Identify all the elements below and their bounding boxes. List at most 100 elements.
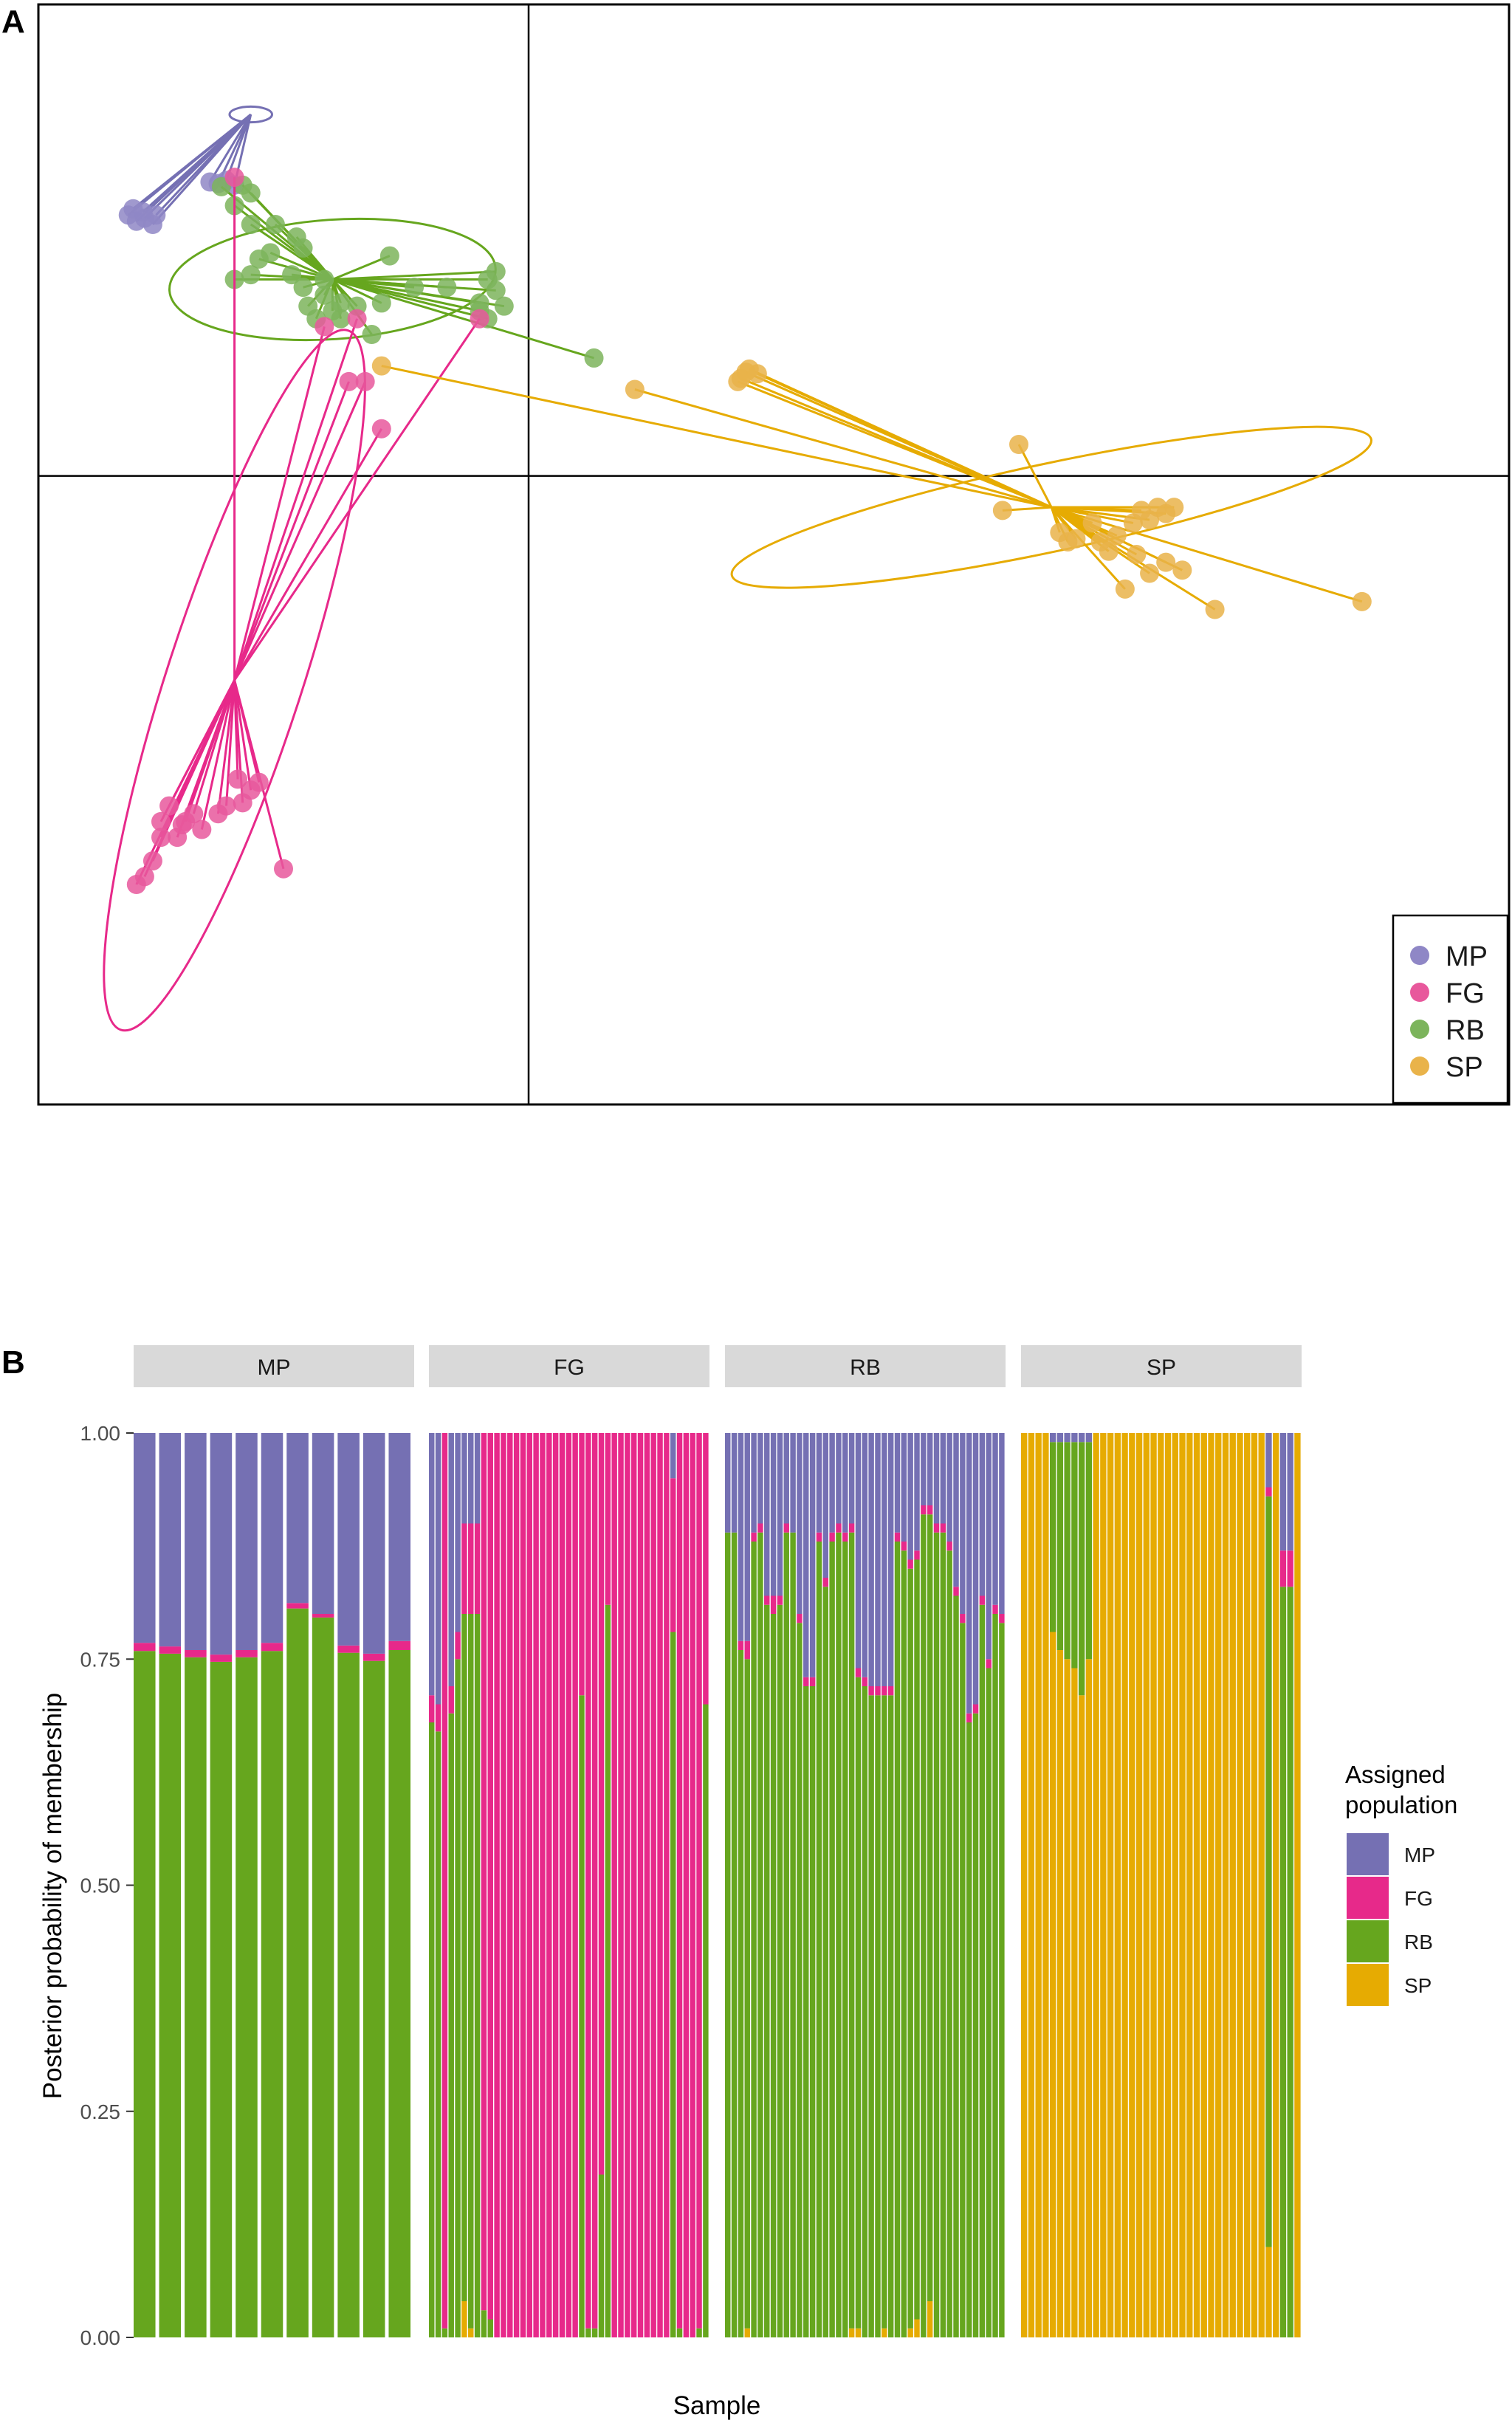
bar-fg-16-fg: [533, 1433, 539, 2337]
bar-fg-8-fg: [481, 1433, 487, 2311]
bar-rb-42-mp: [999, 1433, 1005, 1614]
bar-fg-2-rb: [441, 2328, 448, 2337]
bar-mp-2-fg: [185, 1650, 207, 1657]
bar-rb-35-mp: [953, 1433, 959, 1587]
point-rb-14: [315, 285, 334, 305]
bar-rb-33-rb: [940, 1532, 946, 2337]
bar-sp-34-sp: [1265, 2247, 1272, 2337]
panel-a-border: [37, 3, 1511, 1106]
bar-rb-0-rb: [725, 1532, 731, 2337]
legend-b-rb-swatch: [1347, 1920, 1389, 1962]
point-rb-20: [405, 278, 425, 298]
bar-rb-20-sp: [855, 2328, 862, 2337]
bar-rb-12-mp: [803, 1433, 809, 1677]
bar-rb-40-mp: [986, 1433, 992, 1660]
bar-fg-0-mp: [429, 1433, 435, 1696]
bar-layer: [134, 1433, 1301, 2337]
bar-sp-24-sp: [1193, 1433, 1200, 2337]
bar-rb-30-fg: [921, 1505, 927, 1515]
bar-rb-17-fg: [836, 1523, 842, 1533]
point-fg-4: [347, 309, 367, 329]
bar-rb-41-fg: [992, 1604, 998, 1614]
bar-fg-21-fg: [566, 1433, 572, 2337]
point-fg-2: [371, 419, 391, 439]
bar-sp-5-mp: [1056, 1433, 1064, 1443]
point-rb-12: [315, 269, 334, 289]
spider-line-sp-7: [1017, 444, 1053, 508]
bar-rb-30-rb: [921, 1514, 927, 2337]
bar-fg-35-fg: [657, 1433, 663, 2337]
x-axis-title: Sample: [673, 2391, 761, 2420]
point-sp-7: [1009, 435, 1028, 454]
point-sp-28: [1058, 532, 1078, 551]
bar-rb-37-mp: [966, 1433, 972, 1714]
bar-fg-37-rb: [670, 1632, 676, 2337]
bar-rb-20-fg: [855, 1668, 862, 1677]
bar-rb-13-fg: [809, 1677, 816, 1686]
legend-b-sp-swatch: [1347, 1964, 1389, 2006]
bar-sp-34-mp: [1265, 1433, 1272, 1488]
bar-mp-9-rb: [362, 1660, 385, 2337]
bar-fg-38-fg: [676, 1433, 683, 2329]
bar-rb-41-rb: [992, 1614, 998, 2337]
bar-sp-9-sp: [1085, 1659, 1093, 2337]
point-fg-18: [159, 796, 179, 816]
legend-b: Assigned population MP FG RB SP: [1345, 1761, 1457, 2006]
spider-line-fg-2: [233, 427, 383, 681]
bar-mp-0-fg: [134, 1643, 156, 1652]
bar-rb-4-rb: [751, 1542, 757, 2337]
y-tick-label-2: 0.50: [80, 1875, 121, 1897]
legend-b-fg-label: FG: [1404, 1887, 1433, 1910]
bar-fg-24-rb: [585, 2328, 591, 2337]
bar-rb-25-rb: [887, 1695, 894, 2337]
bar-fg-26-rb: [598, 2174, 605, 2337]
facet-label-fg: FG: [554, 1355, 585, 1380]
bar-rb-35-rb: [953, 1595, 959, 2337]
point-rb-21: [437, 278, 457, 298]
point-fg-5: [470, 309, 489, 329]
bar-sp-36-fg: [1279, 1550, 1287, 1587]
point-rb-9: [249, 249, 269, 269]
bar-fg-29-fg: [618, 1433, 624, 2337]
bar-fg-27-fg: [605, 1433, 611, 1605]
spider-line-mp-9: [209, 114, 252, 183]
bar-rb-36-fg: [960, 1614, 966, 1623]
panel-b-label: B: [1, 1344, 25, 1381]
point-sp-1: [625, 379, 645, 399]
bar-rb-34-rb: [946, 1550, 952, 2337]
point-fg-24: [151, 811, 171, 831]
bar-fg-8-rb: [481, 2310, 487, 2337]
bar-fg-25-rb: [591, 2328, 598, 2337]
ellipse-fg: [103, 329, 366, 1032]
bar-sp-25-sp: [1200, 1433, 1207, 2337]
bar-rb-32-fg: [933, 1523, 940, 1533]
spider-line-rb-4: [250, 223, 334, 281]
bar-sp-30-sp: [1237, 1433, 1243, 2337]
bar-fg-37-mp: [670, 1433, 676, 1479]
bar-rb-35-fg: [953, 1587, 959, 1596]
group-mp: [118, 105, 274, 234]
bar-sp-22-sp: [1179, 1433, 1186, 2337]
facet-label-mp: MP: [258, 1355, 291, 1380]
legend-a: MP FG RB SP: [1392, 914, 1509, 1104]
bar-fg-5-sp: [461, 2301, 467, 2337]
point-fg-0: [339, 371, 359, 391]
point-rb-26: [494, 296, 514, 316]
bar-sp-10-sp: [1093, 1433, 1099, 2337]
bar-fg-4-rb: [455, 1659, 461, 2337]
bar-rb-39-mp: [979, 1433, 986, 1596]
bar-rb-24-fg: [882, 1686, 887, 1696]
point-sp-23: [1172, 560, 1192, 580]
bar-sp-7-sp: [1071, 1668, 1078, 2337]
bar-sp-6-mp: [1064, 1433, 1071, 1443]
bar-rb-24-mp: [882, 1433, 887, 1686]
point-fg-1: [355, 371, 375, 391]
bar-mp-10-mp: [388, 1433, 410, 1641]
spider-line-sp-0: [381, 365, 1052, 509]
bar-rb-28-rb: [907, 1568, 913, 2329]
bar-sp-6-rb: [1064, 1442, 1071, 1660]
spider-line-rb-30: [331, 278, 594, 360]
point-rb-30: [584, 348, 604, 368]
bar-mp-6-rb: [286, 1608, 309, 2337]
